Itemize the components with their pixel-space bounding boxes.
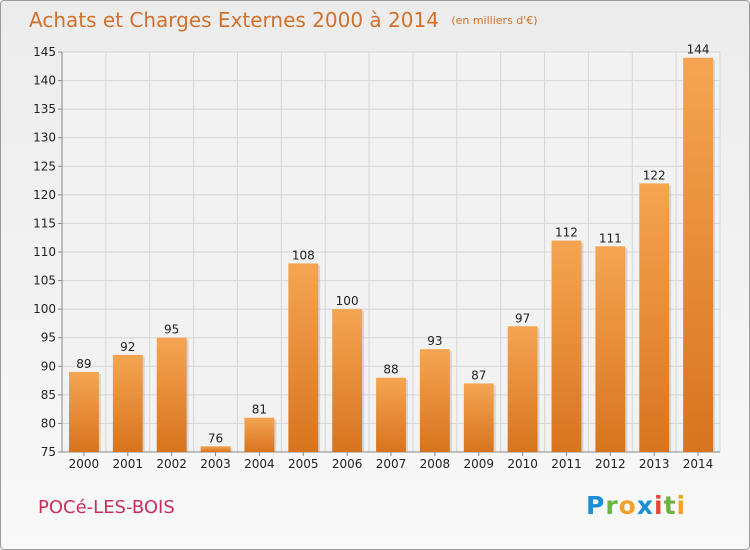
x-tick-label: 2004 xyxy=(244,457,275,471)
y-tick-label: 130 xyxy=(33,131,56,145)
logo-letter: P xyxy=(586,491,606,520)
data-label: 88 xyxy=(383,363,398,377)
bar xyxy=(332,309,363,452)
data-label: 89 xyxy=(76,357,91,371)
bar xyxy=(69,372,99,452)
bar xyxy=(200,446,231,452)
x-tick-label: 2008 xyxy=(420,457,451,471)
y-tick-label: 140 xyxy=(33,74,56,88)
y-tick-label: 125 xyxy=(33,159,56,173)
x-tick-label: 2011 xyxy=(551,457,582,471)
logo-letter: o xyxy=(618,491,637,520)
bar xyxy=(595,246,626,452)
x-tick-label: 2013 xyxy=(639,457,670,471)
data-label: 112 xyxy=(555,226,578,240)
data-label: 93 xyxy=(427,334,442,348)
bar xyxy=(463,383,494,452)
x-tick-label: 2012 xyxy=(595,457,626,471)
x-tick-label: 2007 xyxy=(376,457,407,471)
data-label: 81 xyxy=(252,403,267,417)
logo-letter: r xyxy=(605,491,619,520)
data-label: 144 xyxy=(687,43,710,57)
logo-letter: i xyxy=(654,491,664,520)
y-tick-label: 100 xyxy=(33,302,56,316)
x-tick-label: 2010 xyxy=(507,457,538,471)
commune-name: POCé-LES-BOIS xyxy=(38,497,175,518)
bar xyxy=(376,377,406,452)
y-tick-label: 75 xyxy=(41,445,56,459)
y-tick-label: 80 xyxy=(41,416,56,430)
y-tick-label: 95 xyxy=(41,331,56,345)
y-tick-label: 110 xyxy=(33,245,56,259)
chart-title-text: Achats et Charges Externes 2000 à 2014 xyxy=(29,8,439,32)
bar xyxy=(551,240,582,452)
x-tick-label: 2014 xyxy=(683,457,714,471)
logo-letter: t xyxy=(663,491,677,520)
data-label: 76 xyxy=(208,431,223,445)
bar xyxy=(683,57,713,452)
y-tick-label: 115 xyxy=(33,216,56,230)
bar xyxy=(419,349,450,452)
x-tick-label: 2000 xyxy=(69,457,100,471)
chart-title: Achats et Charges Externes 2000 à 2014 (… xyxy=(29,8,538,32)
x-tick-label: 2009 xyxy=(463,457,494,471)
y-tick-label: 145 xyxy=(33,45,56,59)
data-label: 100 xyxy=(336,294,359,308)
chart-unit: (en milliers d'€) xyxy=(451,14,538,27)
logo-letter: x xyxy=(636,491,654,520)
x-tick-label: 2006 xyxy=(332,457,363,471)
y-tick-label: 85 xyxy=(41,388,56,402)
y-tick-label: 135 xyxy=(33,102,56,116)
bar xyxy=(244,417,275,452)
data-label: 92 xyxy=(120,340,135,354)
data-label: 95 xyxy=(164,323,179,337)
x-tick-label: 2003 xyxy=(200,457,231,471)
bar xyxy=(156,337,187,452)
y-tick-label: 105 xyxy=(33,274,56,288)
bar xyxy=(639,183,670,452)
data-label: 97 xyxy=(515,311,530,325)
bar xyxy=(288,263,319,452)
bar xyxy=(112,354,143,452)
data-label: 122 xyxy=(643,168,666,182)
bar xyxy=(507,326,538,452)
x-tick-label: 2001 xyxy=(113,457,144,471)
data-label: 87 xyxy=(471,368,486,382)
y-tick-label: 120 xyxy=(33,188,56,202)
proxiti-logo: Proxiti xyxy=(586,491,686,520)
x-tick-label: 2005 xyxy=(288,457,319,471)
logo-letter: i xyxy=(676,491,687,520)
data-label: 108 xyxy=(292,248,315,262)
x-tick-label: 2002 xyxy=(156,457,187,471)
y-tick-label: 90 xyxy=(41,359,56,373)
data-label: 111 xyxy=(599,231,622,245)
